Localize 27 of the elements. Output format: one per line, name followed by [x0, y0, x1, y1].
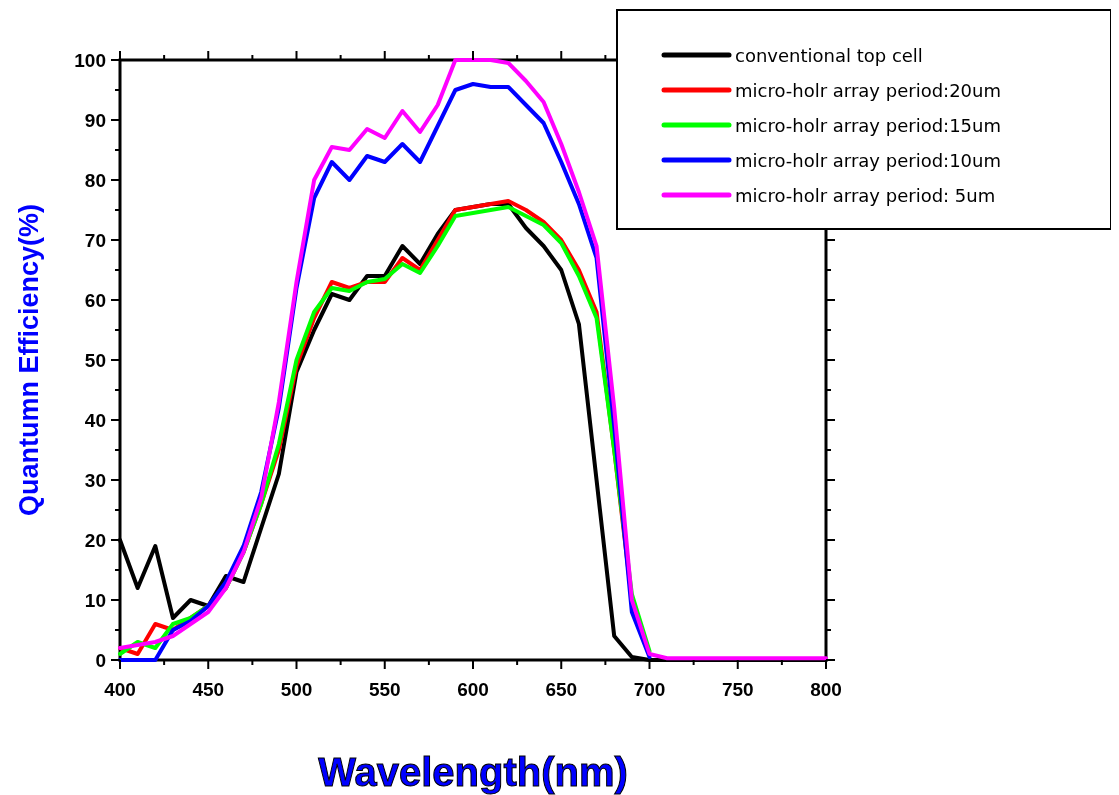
y-tick-label: 90	[84, 110, 106, 131]
y-tick-label: 20	[84, 530, 106, 551]
x-tick-label: 450	[192, 679, 225, 700]
legend-label: micro-holr array period:20um	[735, 80, 1001, 101]
x-tick-label: 700	[633, 679, 666, 700]
x-tick-label: 800	[810, 679, 842, 700]
y-tick-label: 40	[84, 410, 106, 431]
y-tick-label: 80	[84, 170, 106, 191]
y-tick-label: 50	[84, 350, 106, 371]
y-tick-label: 0	[95, 650, 106, 671]
y-axis-title: Quantumn Efficiency(%)	[14, 203, 44, 517]
legend-label: micro-holr array period:15um	[735, 115, 1001, 136]
x-tick-label: 600	[457, 679, 489, 700]
legend-label: micro-holr array period: 5um	[735, 185, 996, 206]
x-tick-label: 750	[721, 679, 754, 700]
y-tick-label: 60	[84, 290, 106, 311]
x-tick-label: 550	[368, 679, 401, 700]
x-axis-title: Wavelength(nm)	[318, 750, 628, 794]
x-tick-label: 500	[280, 679, 313, 700]
y-tick-label: 10	[84, 590, 106, 611]
legend-label: micro-holr array period:10um	[735, 150, 1001, 171]
legend-label: conventional top cell	[735, 45, 923, 66]
y-tick-label: 70	[84, 230, 106, 251]
x-tick-label: 650	[545, 679, 578, 700]
x-tick-label: 400	[104, 679, 136, 700]
y-tick-label: 100	[74, 50, 106, 71]
y-tick-label: 30	[84, 470, 106, 491]
